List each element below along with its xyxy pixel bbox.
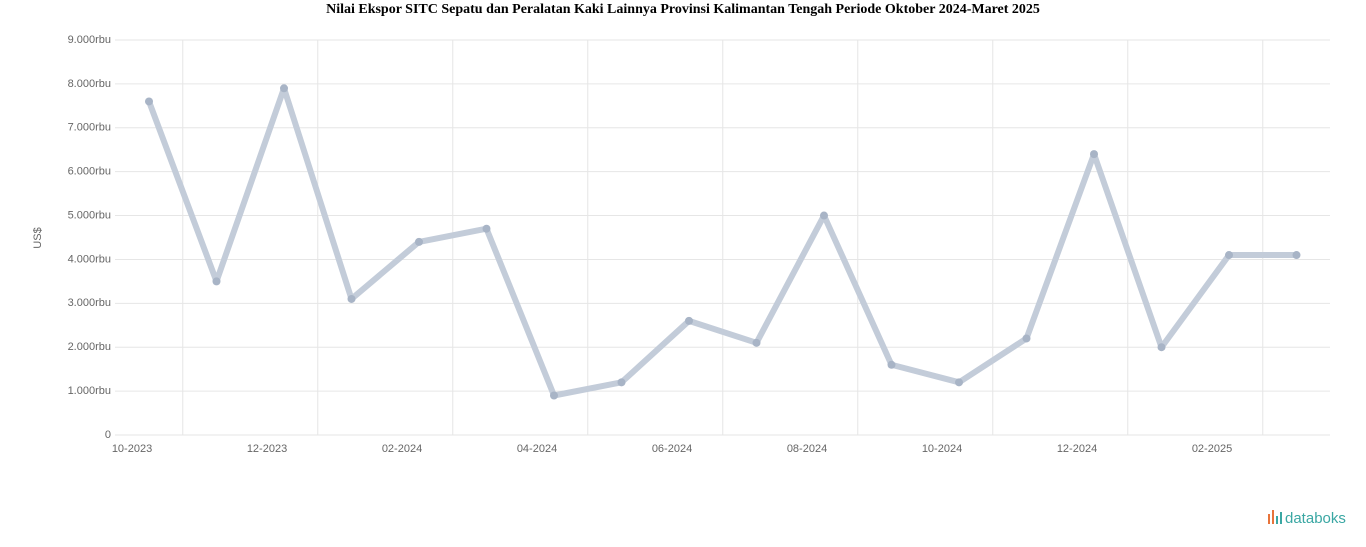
y-tick-label: 0	[105, 429, 111, 441]
y-tick-label: 3.000rbu	[68, 297, 111, 309]
x-tick-label: 12-2023	[247, 443, 287, 455]
point	[1022, 334, 1031, 343]
point	[1090, 150, 1098, 159]
chart-title: Nilai Ekspor SITC Sepatu dan Peralatan K…	[326, 2, 1040, 17]
x-tick-label: 08-2024	[787, 443, 827, 455]
logo: databoks	[1268, 510, 1346, 527]
point	[820, 211, 828, 220]
x-tick-label: 10-2024	[922, 443, 962, 455]
point	[482, 224, 491, 233]
line	[146, 85, 1297, 399]
point	[887, 360, 896, 369]
x-tick-label: 02-2025	[1192, 443, 1232, 455]
y-tick-label: 4.000rbu	[68, 253, 111, 265]
point	[347, 294, 356, 303]
y-tick-label: 7.000rbu	[68, 122, 111, 134]
y-tick-label: 5.000rbu	[68, 209, 111, 221]
x-tick-label: 06-2024	[652, 443, 692, 455]
point	[1157, 343, 1166, 352]
x-tick-label: 04-2024	[517, 443, 557, 455]
point	[1292, 251, 1301, 260]
y-tick-label: 9.000rbu	[68, 34, 111, 46]
point	[145, 97, 153, 106]
point	[955, 378, 963, 387]
brand: databoks	[1285, 510, 1346, 527]
point	[550, 391, 558, 400]
y-axis-label: US$	[32, 227, 44, 248]
point	[617, 378, 626, 387]
point	[685, 316, 693, 325]
x-tick-label: 12-2024	[1057, 443, 1097, 455]
point	[752, 338, 761, 347]
point	[1225, 251, 1233, 260]
y-tick-label: 8.000rbu	[68, 78, 111, 90]
y-tick-label: 1.000rbu	[68, 385, 111, 397]
point	[280, 84, 288, 93]
point	[415, 237, 423, 246]
y-tick-label: 6.000rbu	[68, 166, 111, 178]
point	[212, 277, 221, 286]
x-tick-label: 10-2023	[112, 443, 152, 455]
y-tick-label: 2.000rbu	[68, 341, 111, 353]
x-tick-label: 02-2024	[382, 443, 422, 455]
